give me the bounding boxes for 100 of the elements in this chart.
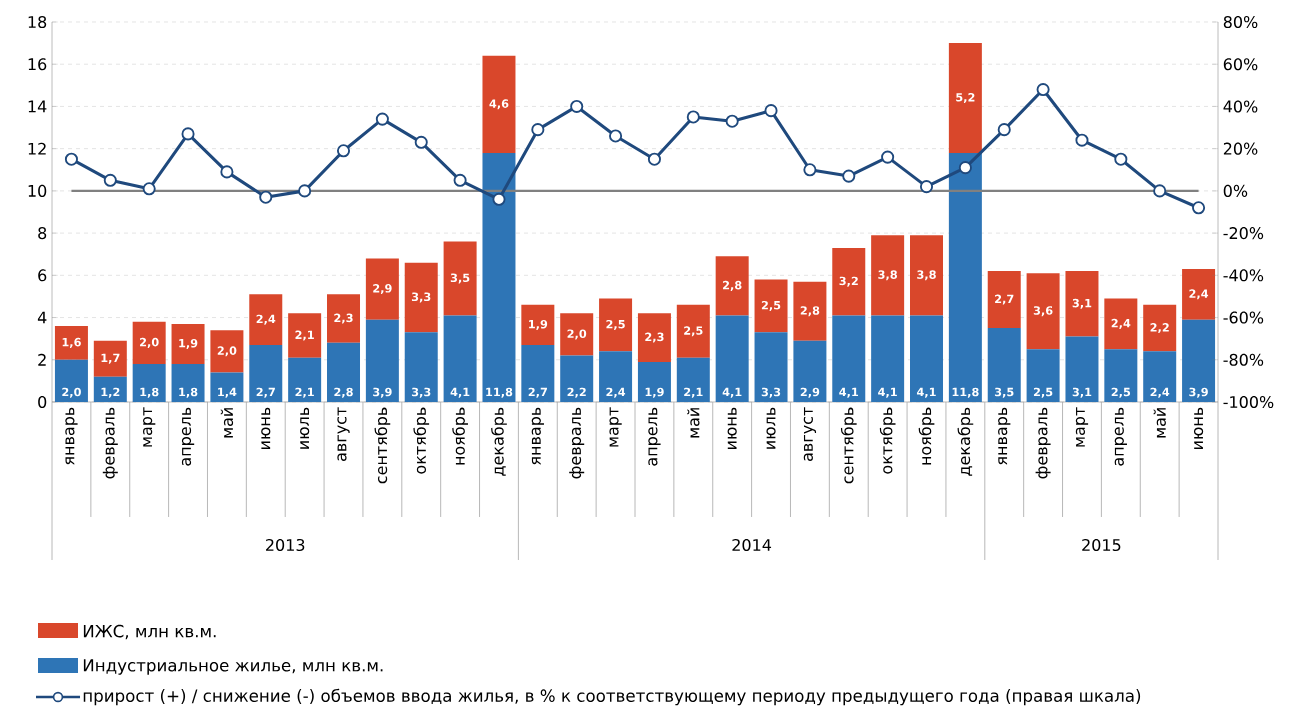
- bar: [327, 342, 361, 402]
- data-label: 2,3: [334, 313, 353, 324]
- data-label: 2,4: [1150, 387, 1170, 398]
- bar: [132, 321, 166, 364]
- bar: [560, 355, 594, 402]
- x-tick-label: январь: [531, 407, 544, 465]
- bar: [1026, 273, 1060, 350]
- bar: [754, 332, 788, 402]
- bar: [93, 376, 127, 402]
- bar: [1104, 349, 1138, 402]
- data-label: 2,1: [295, 387, 314, 398]
- bar: [637, 313, 671, 362]
- bar: [1143, 351, 1177, 402]
- data-label: 4,1: [450, 387, 470, 398]
- point: [64, 152, 78, 166]
- bar: [210, 330, 244, 373]
- point: [181, 127, 195, 141]
- point: [492, 192, 506, 206]
- x-tick-label: март: [609, 407, 622, 447]
- data-label: 4,1: [839, 387, 859, 398]
- x-tick-label: май: [1153, 408, 1166, 438]
- data-label: 1,8: [179, 387, 198, 398]
- data-label: 3,3: [761, 387, 781, 398]
- y-tick-label: 10: [28, 184, 47, 197]
- point: [958, 161, 972, 175]
- point: [919, 180, 934, 194]
- x-tick-label: ноябрь: [452, 407, 468, 465]
- x-tick-label: сентябрь: [840, 407, 857, 484]
- bar: [54, 359, 88, 402]
- x-tick-label: июнь: [261, 407, 271, 450]
- bar: [443, 241, 477, 316]
- bar: [1143, 304, 1177, 352]
- bar: [832, 247, 866, 316]
- point: [686, 110, 700, 124]
- data-label: 2,9: [800, 387, 820, 398]
- data-label: 2,9: [373, 284, 392, 295]
- y2-tick-label: -60%: [1223, 311, 1264, 324]
- data-label: 2,2: [1150, 323, 1169, 334]
- x-tick-label: март: [143, 407, 156, 447]
- point: [997, 123, 1011, 137]
- data-label: 11,8: [952, 387, 979, 398]
- x-tick-label: декабрь: [491, 407, 507, 476]
- point: [803, 163, 817, 177]
- y2-tick-label: -20%: [1223, 227, 1264, 240]
- bar: [365, 258, 399, 320]
- data-label: 2,1: [684, 387, 703, 398]
- data-label: 2,1: [295, 330, 314, 341]
- point: [609, 129, 623, 143]
- data-label: 3,8: [917, 270, 936, 281]
- bar: [1065, 271, 1099, 337]
- bar: [676, 304, 710, 358]
- point: [570, 99, 584, 113]
- x-tick-label: февраль: [1035, 407, 1051, 479]
- point: [725, 114, 739, 128]
- point: [103, 173, 117, 187]
- bar: [249, 344, 283, 402]
- bar: [987, 271, 1021, 329]
- bar: [171, 323, 205, 364]
- data-label: 2,4: [1189, 289, 1209, 300]
- bar: [793, 281, 827, 341]
- data-label: 4,1: [878, 387, 897, 398]
- bar: [93, 340, 127, 377]
- data-label: 2,5: [1033, 387, 1053, 398]
- x-tick-label: август: [803, 407, 817, 461]
- point: [531, 123, 545, 137]
- data-label: 3,5: [994, 387, 1014, 398]
- x-tick-label: май: [220, 408, 234, 438]
- y-tick-label: 2: [38, 353, 46, 366]
- bar: [1182, 319, 1216, 402]
- bar: [987, 328, 1021, 402]
- data-label: 3,6: [1033, 306, 1053, 317]
- x-tick-label: апрель: [1114, 407, 1127, 466]
- data-label: 1,7: [101, 353, 120, 364]
- data-label: 2,7: [995, 294, 1014, 305]
- point: [1075, 133, 1089, 147]
- point: [1192, 201, 1206, 215]
- bar: [948, 43, 982, 153]
- bar: [249, 294, 283, 345]
- point: [259, 190, 273, 204]
- bar: [871, 315, 905, 402]
- bar: [288, 313, 322, 358]
- data-label: 2,5: [761, 300, 781, 311]
- point: [298, 184, 312, 198]
- data-label: 5,2: [956, 92, 975, 103]
- point: [375, 112, 389, 126]
- data-label: 3,9: [1189, 387, 1208, 398]
- bar: [910, 315, 944, 402]
- bar: [948, 152, 982, 402]
- y2-tick-label: 0%: [1223, 184, 1248, 197]
- x-tick-label: апрель: [648, 407, 661, 466]
- x-tick-label: октябрь: [879, 407, 896, 474]
- data-label: 11,8: [486, 387, 513, 398]
- data-label: 2,5: [1111, 387, 1131, 398]
- data-label: 3,1: [1072, 387, 1092, 398]
- bar: [793, 340, 827, 402]
- data-label: 1,2: [101, 387, 120, 398]
- data-label: 4,1: [916, 387, 936, 398]
- data-label: 2,0: [217, 346, 237, 357]
- data-label: 2,7: [528, 387, 547, 398]
- data-label: 1,9: [179, 338, 198, 349]
